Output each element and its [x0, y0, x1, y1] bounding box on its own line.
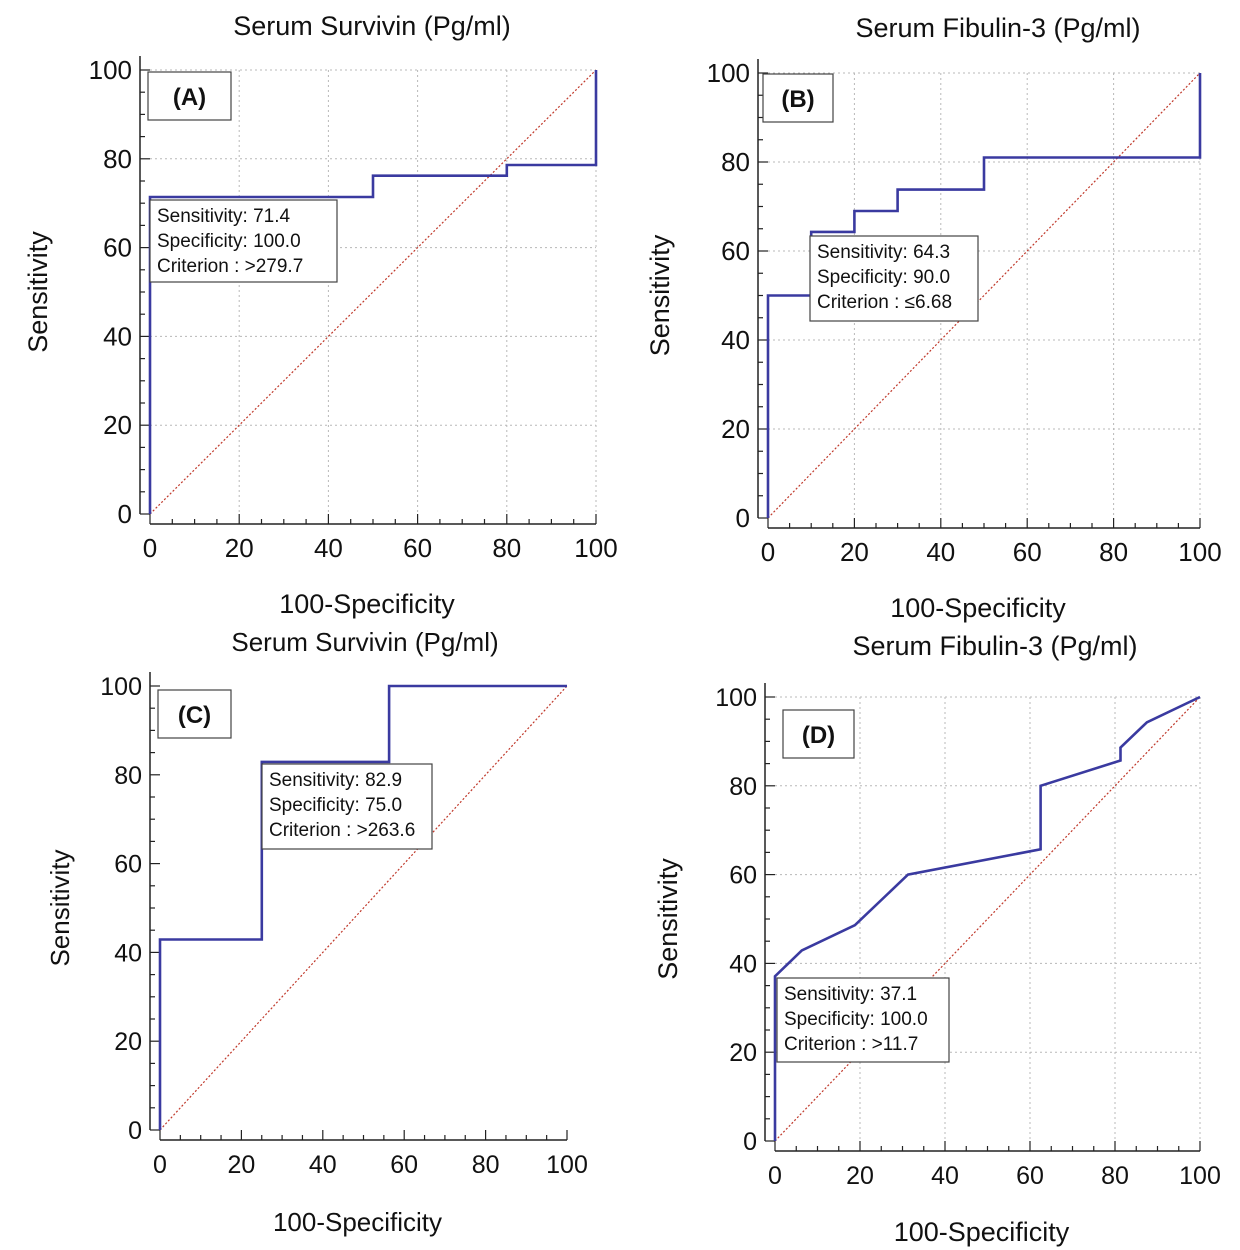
x-tick-label: 60	[403, 533, 432, 563]
x-tick-label: 80	[472, 1151, 500, 1179]
chart-panel-d: 0 20 40 60 80 100 0 20 40 60 80 100 Serum Fibulin-3 …	[653, 631, 1221, 1247]
y-tick-label: 20	[721, 414, 750, 444]
x-axis-label: 100-Specificity	[279, 589, 455, 619]
x-tick-label: 0	[143, 533, 157, 563]
y-axis-label: Sensitivity	[653, 858, 683, 980]
x-tick-label: 80	[1099, 537, 1128, 567]
annotation-line: Sensitivity: 71.4	[157, 206, 290, 227]
axes: 0 20 40 60 80 100 0 20 40 60 80 100	[100, 672, 588, 1179]
panel-label: (B)	[781, 86, 814, 113]
x-tick-label: 0	[761, 537, 775, 567]
y-tick-label: 60	[103, 233, 132, 263]
annotation-line: Specificity: 90.0	[817, 267, 950, 288]
y-tick-label: 60	[729, 862, 757, 890]
y-axis-label: Sensitivity	[645, 234, 675, 356]
y-tick-label: 0	[118, 499, 132, 529]
y-tick-label: 100	[100, 673, 142, 701]
y-tick-label: 40	[721, 325, 750, 355]
x-tick-label: 0	[153, 1151, 167, 1179]
annotation-line: Specificity: 100.0	[784, 1009, 928, 1030]
y-axis-label: Sensitivity	[45, 849, 75, 966]
y-tick-label: 100	[707, 58, 750, 88]
annotation-line: Sensitivity: 37.1	[784, 984, 917, 1005]
axes: 0 20 40 60 80 100 0 20 40 60 80 100	[89, 55, 618, 563]
x-tick-label: 80	[492, 533, 521, 563]
reference-diagonal	[160, 686, 567, 1130]
y-axis-label: Sensitivity	[23, 231, 53, 353]
x-tick-label: 100	[546, 1151, 588, 1179]
y-tick-label: 0	[128, 1117, 142, 1145]
annotation-line: Specificity: 75.0	[269, 795, 402, 816]
x-axis-label: 100-Specificity	[273, 1207, 442, 1237]
x-tick-label: 100	[1178, 537, 1221, 567]
chart-title: Serum Survivin (Pg/ml)	[231, 627, 498, 657]
reference-diagonal	[150, 70, 596, 514]
y-tick-label: 20	[114, 1028, 142, 1056]
x-tick-label: 20	[846, 1162, 874, 1190]
y-tick-label: 60	[721, 236, 750, 266]
y-tick-label: 100	[715, 684, 757, 712]
y-tick-label: 80	[729, 773, 757, 801]
y-tick-label: 0	[736, 503, 750, 533]
reference-diagonal	[775, 697, 1200, 1141]
y-tick-label: 80	[103, 144, 132, 174]
axes: 0 20 40 60 80 100 0 20 40 60 80 100	[715, 683, 1221, 1190]
annotation-line: Sensitivity: 64.3	[817, 242, 950, 263]
y-tick-label: 40	[103, 321, 132, 351]
annotation-line: Criterion : >279.7	[157, 256, 303, 277]
panel-label: (A)	[173, 84, 206, 111]
y-tick-label: 20	[103, 410, 132, 440]
x-tick-label: 80	[1101, 1162, 1129, 1190]
y-tick-label: 80	[114, 762, 142, 790]
annotation-line: Specificity: 100.0	[157, 231, 301, 252]
x-tick-label: 60	[390, 1151, 418, 1179]
x-tick-label: 40	[309, 1151, 337, 1179]
annotation-line: Criterion : >263.6	[269, 820, 415, 841]
x-axis-label: 100-Specificity	[894, 1217, 1070, 1247]
y-tick-label: 40	[114, 939, 142, 967]
y-tick-label: 80	[721, 147, 750, 177]
x-tick-label: 20	[227, 1151, 255, 1179]
x-tick-label: 60	[1016, 1162, 1044, 1190]
panel-label: (D)	[802, 722, 835, 749]
y-tick-label: 20	[729, 1039, 757, 1067]
y-tick-label: 100	[89, 55, 132, 85]
x-axis-label: 100-Specificity	[890, 593, 1066, 623]
annotation-line: Criterion : >11.7	[784, 1034, 918, 1055]
panel-label: (C)	[178, 702, 211, 729]
chart-panel-a: 0 20 40 60 80 100 0 20 40 60 80 100 Serum Survivin (…	[23, 11, 618, 619]
x-tick-label: 20	[225, 533, 254, 563]
gridlines	[150, 70, 596, 514]
annotation-line: Criterion : ≤6.68	[817, 292, 952, 313]
y-tick-label: 40	[729, 950, 757, 978]
annotation-line: Sensitivity: 82.9	[269, 770, 402, 791]
chart-title: Serum Fibulin-3 (Pg/ml)	[855, 13, 1140, 43]
y-tick-label: 60	[114, 851, 142, 879]
roc-curve-series	[150, 70, 596, 514]
chart-panel-b: 0 20 40 60 80 100 0 20 40 60 80 100 Serum Fibulin-3 …	[645, 13, 1222, 623]
x-tick-label: 60	[1013, 537, 1042, 567]
chart-panel-c: 0 20 40 60 80 100 0 20 40 60 80 100 Serum Survivin (…	[45, 627, 588, 1237]
x-tick-label: 40	[926, 537, 955, 567]
x-tick-label: 100	[574, 533, 617, 563]
y-tick-label: 0	[743, 1128, 757, 1156]
chart-title: Serum Fibulin-3 (Pg/ml)	[852, 631, 1137, 661]
chart-title: Serum Survivin (Pg/ml)	[233, 11, 511, 41]
x-tick-label: 0	[768, 1162, 782, 1190]
x-tick-label: 100	[1179, 1162, 1221, 1190]
x-tick-label: 40	[931, 1162, 959, 1190]
x-tick-label: 40	[314, 533, 343, 563]
x-tick-label: 20	[840, 537, 869, 567]
